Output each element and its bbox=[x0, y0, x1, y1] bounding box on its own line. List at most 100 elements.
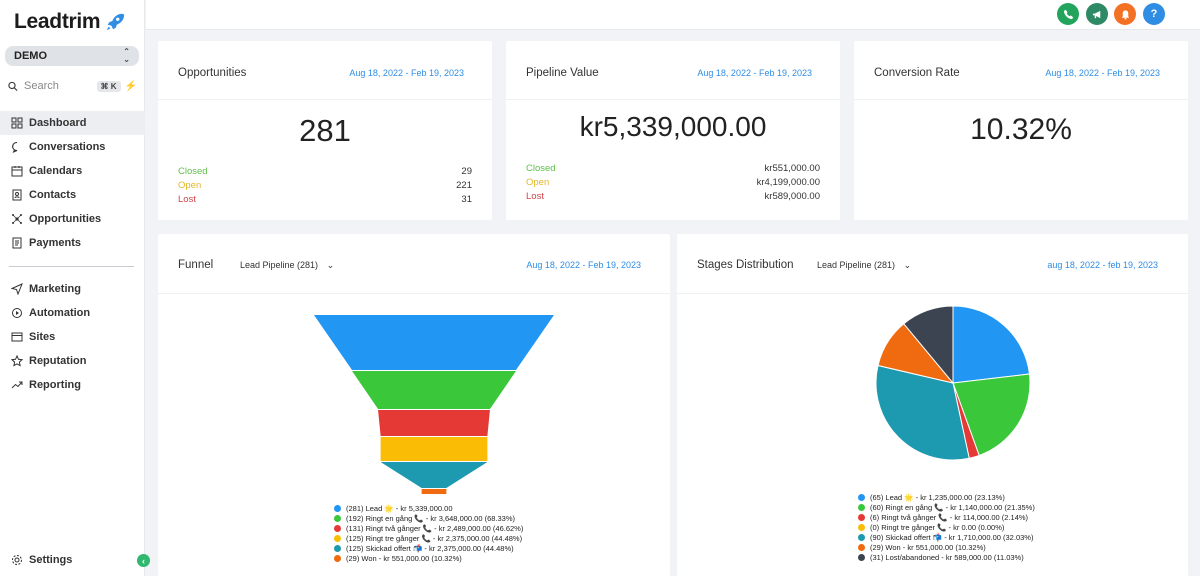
search-bar[interactable]: Search ⌘ K ⚡ bbox=[4, 76, 139, 96]
stat-value: kr589,000.00 bbox=[764, 191, 820, 202]
legend-label: (6) Ringt två gånger 📞 - kr 114,000.00 (… bbox=[870, 512, 1029, 522]
legend-item[interactable]: (90) Skickad offert 📬 - kr 1,710,000.00 … bbox=[858, 532, 1035, 542]
help-button[interactable]: ? bbox=[1143, 3, 1165, 25]
conversion-total: 10.32% bbox=[970, 113, 1072, 146]
legend-item[interactable]: (281) Lead 🌟 - kr 5,339,000.00 bbox=[334, 503, 523, 513]
legend-item[interactable]: (125) Ringt tre gånger 📞 - kr 2,375,000.… bbox=[334, 533, 523, 543]
date-range[interactable]: Aug 18, 2022 - Feb 19, 2023 bbox=[526, 260, 641, 270]
legend-item[interactable]: (60) Ringt en gång 📞 - kr 1,140,000.00 (… bbox=[858, 502, 1035, 512]
announcements-button[interactable] bbox=[1086, 3, 1108, 25]
funnel-segment[interactable] bbox=[378, 410, 490, 436]
pie-legend: (65) Lead 🌟 - kr 1,235,000.00 (23.13%) (6… bbox=[858, 492, 1035, 562]
sidebar-item-contacts[interactable]: Contacts bbox=[0, 183, 145, 207]
brand-name: Leadtrim bbox=[14, 10, 101, 33]
funnel-segment[interactable] bbox=[314, 315, 554, 370]
chevron-down-icon: ⌄ bbox=[326, 260, 335, 270]
legend-label: (29) Won - kr 551,000.00 (10.32%) bbox=[870, 542, 986, 552]
bolt-icon[interactable]: ⚡ bbox=[124, 80, 137, 92]
sidebar-item-payments[interactable]: Payments bbox=[0, 231, 145, 255]
pipeline-select[interactable]: Lead Pipeline (281) ⌄ bbox=[240, 260, 334, 271]
pie-slice[interactable] bbox=[875, 364, 970, 461]
phone-button[interactable] bbox=[1057, 3, 1079, 25]
sidebar-item-conversations[interactable]: Conversations bbox=[0, 135, 145, 159]
legend-dot bbox=[858, 543, 865, 551]
sidebar-item-sites[interactable]: Sites bbox=[0, 325, 145, 349]
legend-dot bbox=[334, 534, 341, 542]
dashboard-icon bbox=[10, 117, 23, 130]
location-switcher[interactable]: DEMO ⌃ ⌄ bbox=[5, 46, 139, 66]
legend-dot bbox=[858, 513, 865, 521]
card-title: Funnel bbox=[178, 259, 214, 271]
date-range[interactable]: Aug 18, 2022 - Feb 19, 2023 bbox=[349, 68, 464, 78]
notifications-button[interactable] bbox=[1114, 3, 1136, 25]
legend-item[interactable]: (29) Won - kr 551,000.00 (10.32%) bbox=[858, 542, 1035, 552]
date-range[interactable]: Aug 18, 2022 - Feb 19, 2023 bbox=[1045, 68, 1160, 78]
stat-row-lost: Lost 31 bbox=[178, 194, 472, 205]
sidebar-item-reputation[interactable]: Reputation bbox=[0, 349, 145, 373]
chevron-updown-icon: ⌃ ⌄ bbox=[123, 47, 130, 64]
sidebar-item-reporting[interactable]: Reporting bbox=[0, 373, 145, 397]
pipeline-select-value: Lead Pipeline (281) bbox=[817, 260, 896, 270]
legend-item[interactable]: (29) Won - kr 551,000.00 (10.32%) bbox=[334, 553, 523, 563]
legend-dot bbox=[334, 544, 341, 552]
location-name: DEMO bbox=[14, 50, 47, 62]
stat-value: 29 bbox=[461, 166, 472, 177]
gear-icon bbox=[10, 554, 23, 567]
help-icon: ? bbox=[1150, 8, 1158, 20]
sidebar-item-marketing[interactable]: Marketing bbox=[0, 277, 145, 301]
card-divider bbox=[506, 99, 840, 100]
legend-label: (131) Ringt två gånger 📞 - kr 2,489,000.… bbox=[346, 523, 524, 533]
sidebar-item-label: Payments bbox=[29, 237, 81, 249]
trend-icon bbox=[10, 379, 23, 392]
pipeline-value-card: Pipeline Value Aug 18, 2022 - Feb 19, 20… bbox=[506, 41, 840, 220]
legend-item[interactable]: (125) Skickad offert 📬 - kr 2,375,000.00… bbox=[334, 543, 523, 553]
sidebar-item-settings[interactable]: Settings bbox=[0, 548, 145, 572]
top-bar: ? bbox=[146, 0, 1200, 30]
pie-slice[interactable] bbox=[903, 305, 954, 385]
legend-item[interactable]: (131) Ringt två gånger 📞 - kr 2,489,000.… bbox=[334, 523, 523, 533]
payments-icon bbox=[10, 237, 23, 250]
legend-item[interactable]: (31) Lost/abandoned - kr 589,000.00 (11.… bbox=[858, 552, 1035, 562]
chevron-down-icon: ⌄ bbox=[903, 260, 912, 270]
legend-dot bbox=[334, 554, 341, 562]
sidebar-item-label: Contacts bbox=[29, 189, 77, 201]
date-range[interactable]: Aug 18, 2022 - Feb 19, 2023 bbox=[697, 68, 812, 78]
funnel-segment[interactable] bbox=[421, 489, 447, 494]
brand-logo[interactable]: Leadtrim bbox=[14, 10, 126, 34]
sidebar-item-calendars[interactable]: Calendars bbox=[0, 159, 145, 183]
sidebar-item-dashboard[interactable]: Dashboard bbox=[0, 111, 145, 135]
legend-label: (90) Skickad offert 📬 - kr 1,710,000.00 … bbox=[870, 532, 1034, 542]
collapse-sidebar-button[interactable]: ‹ bbox=[137, 554, 150, 567]
stat-row-lost: Lost kr589,000.00 bbox=[526, 191, 820, 202]
legend-item[interactable]: (192) Ringt en gång 📞 - kr 3,648,000.00 … bbox=[334, 513, 523, 523]
sidebar-item-label: Opportunities bbox=[29, 213, 102, 225]
funnel-segment[interactable] bbox=[380, 462, 488, 488]
legend-dot bbox=[858, 503, 865, 511]
funnel-segment[interactable] bbox=[352, 371, 516, 409]
legend-dot bbox=[334, 504, 341, 512]
date-range[interactable]: aug 18, 2022 - feb 19, 2023 bbox=[1047, 260, 1158, 270]
sidebar-divider bbox=[9, 266, 134, 267]
funnel-legend: (281) Lead 🌟 - kr 5,339,000.00 (192) Ring… bbox=[334, 503, 523, 563]
legend-item[interactable]: (65) Lead 🌟 - kr 1,235,000.00 (23.13%) bbox=[858, 492, 1035, 502]
sidebar-item-opportunities[interactable]: Opportunities bbox=[0, 207, 145, 231]
chat-icon bbox=[10, 141, 23, 154]
legend-label: (125) Skickad offert 📬 - kr 2,375,000.00… bbox=[346, 543, 514, 553]
sidebar-item-automation[interactable]: Automation bbox=[0, 301, 145, 325]
pie-slice[interactable] bbox=[952, 305, 1031, 384]
legend-item[interactable]: (6) Ringt två gånger 📞 - kr 114,000.00 (… bbox=[858, 512, 1035, 522]
opportunities-card: Opportunities Aug 18, 2022 - Feb 19, 202… bbox=[158, 41, 492, 220]
stat-row-open: Open kr4,199,000.00 bbox=[526, 177, 820, 188]
stat-value: 31 bbox=[461, 194, 472, 205]
sidebar-nav-main: Dashboard Conversations Calendars Contac… bbox=[0, 111, 145, 255]
conversion-rate-card: Conversion Rate Aug 18, 2022 - Feb 19, 2… bbox=[854, 41, 1188, 220]
rocket-icon bbox=[107, 13, 125, 31]
funnel-card: Funnel Lead Pipeline (281) ⌄ Aug 18, 202… bbox=[158, 234, 670, 576]
legend-item[interactable]: (0) Ringt tre gånger 📞 - kr 0.00 (0.00%) bbox=[858, 522, 1035, 532]
pipeline-select[interactable]: Lead Pipeline (281) ⌄ bbox=[817, 260, 911, 271]
funnel-segment[interactable] bbox=[380, 437, 488, 461]
sidebar-item-label: Dashboard bbox=[29, 117, 87, 129]
card-divider bbox=[677, 293, 1188, 294]
sidebar-item-label: Conversations bbox=[29, 141, 106, 153]
sidebar-item-label: Marketing bbox=[29, 283, 81, 295]
